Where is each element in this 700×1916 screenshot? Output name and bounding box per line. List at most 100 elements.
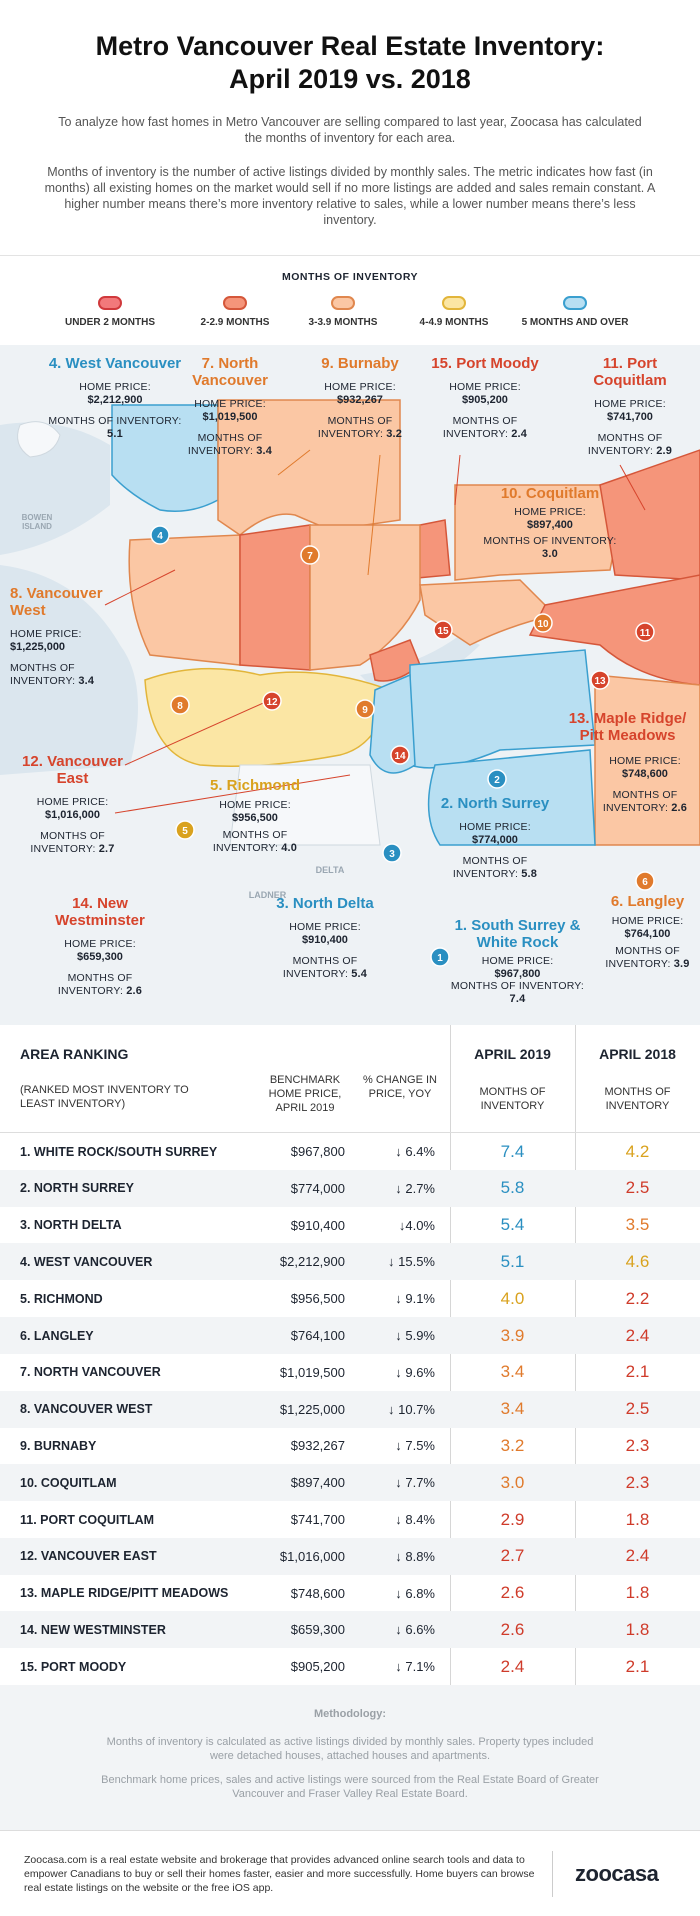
home-price-label: HOME PRICE: [194, 398, 266, 410]
table-row: 15. PORT MOODY $905,200 ↓ 7.1% 2.4 2.1 [0, 1648, 700, 1685]
header-april-2019: APRIL 2019 [474, 1046, 551, 1062]
legend-swatch [223, 296, 247, 310]
region-map: 4 7 9 15 11 10 8 13 12 5 2 6 14 3 1 4. West Vancouver … [0, 345, 700, 1025]
area-name: 8. Vancouver West [10, 585, 103, 619]
methodology: Methodology: Months of inventory is calc… [0, 1685, 700, 1830]
map-marker-number: 13 [594, 676, 606, 687]
cell-price: $764,100 [290, 1328, 345, 1343]
cell-price: $897,400 [290, 1475, 345, 1491]
map-marker-number: 6 [642, 877, 648, 888]
cell-change: ↓ 9.1% [395, 1291, 435, 1307]
zoocasa-logo: zoocasa [575, 1861, 659, 1886]
table-row: 2. NORTH SURREY $774,000 ↓ 2.7% 5.8 2.5 [0, 1169, 700, 1207]
months-label: MONTHS OF INVENTORY: 3.4 [10, 662, 95, 687]
months-label: MONTHS OF INVENTORY: 2.7 [30, 830, 115, 855]
map-marker-number: 4 [157, 531, 163, 542]
legend-swatch [98, 296, 122, 310]
cell-price: $1,016,000 [279, 1548, 345, 1564]
cell-moi-2019: 3.9 [500, 1325, 525, 1345]
cell-moi-2018: 1.8 [625, 1583, 650, 1603]
months-value: 2.7 [98, 843, 115, 855]
map-marker-1 [430, 947, 450, 967]
cell-area: 7. NORTH VANCOUVER [20, 1365, 161, 1380]
area-name: 7. North Vancouver [192, 355, 268, 389]
header: Metro Vancouver Real Estate Inventory: A… [0, 0, 700, 255]
cell-change: ↓ 6.6% [395, 1622, 435, 1638]
table-row: 4. WEST VANCOUVER $2,212,900 ↓ 15.5% 5.1 4.6 [0, 1243, 700, 1281]
cell-change: ↓ 6.4% [395, 1144, 435, 1159]
cell-moi-2019: 3.4 [500, 1362, 525, 1382]
months-value: 5.4 [351, 968, 368, 980]
home-price-value: $897,400 [527, 519, 573, 531]
footer-text: Zoocasa.com is a real estate website and… [24, 1854, 535, 1894]
cell-price: $659,300 [290, 1622, 345, 1638]
cell-change: ↓ 6.8% [395, 1585, 435, 1601]
home-price-value: $905,200 [462, 394, 508, 406]
cell-change: ↓ 8.8% [395, 1548, 435, 1564]
legend-item-2-2.9: 2-2.9 MONTHS [170, 296, 300, 328]
methodology-text-2: Benchmark home prices, sales and active … [101, 1774, 599, 1800]
map-marker-14 [390, 745, 410, 765]
cell-change: ↓4.0% [398, 1217, 435, 1233]
months-value: 2.9 [656, 445, 673, 457]
home-price-label: HOME PRICE: [481, 955, 554, 967]
cell-price: $932,267 [290, 1438, 345, 1454]
legend-label: UNDER 2 MONTHS [64, 317, 155, 328]
home-price-value: $956,500 [232, 812, 278, 824]
cell-moi-2018: 2.5 [625, 1399, 650, 1419]
legend-label: 4-4.9 MONTHS [419, 317, 489, 328]
cell-change: ↓ 9.6% [395, 1364, 435, 1380]
map-label-vancouver-west: 8. Vancouver West HOME PRICE: $1,225,000… [10, 585, 105, 688]
cell-price: $905,200 [290, 1659, 345, 1675]
cell-moi-2019: 5.1 [500, 1251, 525, 1271]
months-label: MONTHS OF INVENTORY: 7.4 [450, 980, 585, 1005]
cell-price: $1,019,500 [279, 1364, 345, 1380]
map-marker-number: 9 [362, 705, 368, 716]
cell-moi-2019: 5.4 [500, 1215, 525, 1235]
area-name: 15. Port Moody [431, 355, 539, 372]
map-label-coquitlam: 10. Coquitlam HOME PRICE: $897,400 MONTH… [480, 485, 620, 561]
cell-area: 10. COQUITLAM [20, 1475, 117, 1490]
home-price-label: HOME PRICE: [324, 381, 396, 393]
table-row: 12. VANCOUVER EAST $1,016,000 ↓ 8.8% 2.7 2.4 [0, 1537, 700, 1575]
cell-area: 12. VANCOUVER EAST [20, 1549, 157, 1564]
home-price-value: $967,800 [494, 968, 541, 980]
legend-item-5-plus: 5 MONTHS AND OVER [510, 296, 640, 328]
cell-moi-2018: 2.3 [625, 1435, 650, 1455]
cell-moi-2018: 2.2 [625, 1288, 650, 1308]
home-price-label: HOME PRICE: [289, 921, 361, 933]
area-name: 9. Burnaby [321, 355, 399, 372]
months-value: 2.4 [511, 428, 528, 440]
table-row: 5. RICHMOND $956,500 ↓ 9.1% 4.0 2.2 [0, 1280, 700, 1317]
area-name: 4. West Vancouver [48, 355, 182, 372]
home-price-value: $659,300 [77, 951, 123, 963]
cell-change: ↓ 7.1% [395, 1659, 435, 1675]
map-label-north-delta: 3. North Delta HOME PRICE: $910,400 MONT… [260, 895, 390, 981]
months-label: MONTHS OF INVENTORY: 2.9 [587, 432, 673, 457]
map-label-new-westminster: 14. New Westminster HOME PRICE: $659,300… [35, 895, 165, 998]
map-marker-number: 15 [437, 626, 449, 637]
map-shapes: 4 7 9 15 11 10 8 13 12 5 2 6 14 3 1 [0, 345, 700, 1025]
months-value: 5.8 [521, 868, 538, 880]
home-price-label: HOME PRICE: [64, 938, 136, 950]
map-marker-number: 14 [394, 751, 406, 762]
cell-moi-2019: 5.8 [500, 1178, 525, 1198]
map-marker-15 [433, 620, 453, 640]
cell-moi-2019: 3.4 [500, 1399, 525, 1419]
cell-area: 2. NORTH SURREY [20, 1181, 134, 1196]
methodology-title: Methodology: [313, 1708, 387, 1720]
area-name: 6. Langley [610, 893, 685, 910]
header-area-ranking: AREA RANKING [20, 1046, 129, 1062]
cell-price: $967,800 [290, 1144, 345, 1159]
map-marker-4 [150, 525, 170, 545]
cell-price: $741,700 [290, 1512, 345, 1527]
header-moi-2019: MONTHS OF INVENTORY [479, 1086, 546, 1112]
area-name: 10. Coquitlam [500, 485, 600, 502]
map-marker-number: 12 [266, 697, 278, 708]
home-price-value: $1,225,000 [10, 641, 66, 653]
months-label: MONTHS OF INVENTORY: 2.6 [57, 972, 143, 997]
table-row: 11. PORT COQUITLAM $741,700 ↓ 8.4% 2.9 1.8 [0, 1501, 700, 1538]
bowen-island-label: BOWEN ISLAND [21, 513, 53, 531]
home-price-value: $764,100 [624, 928, 671, 940]
map-values-maple-ridge: HOME PRICE: $748,600 MONTHS OF INVENTORY… [595, 755, 695, 815]
